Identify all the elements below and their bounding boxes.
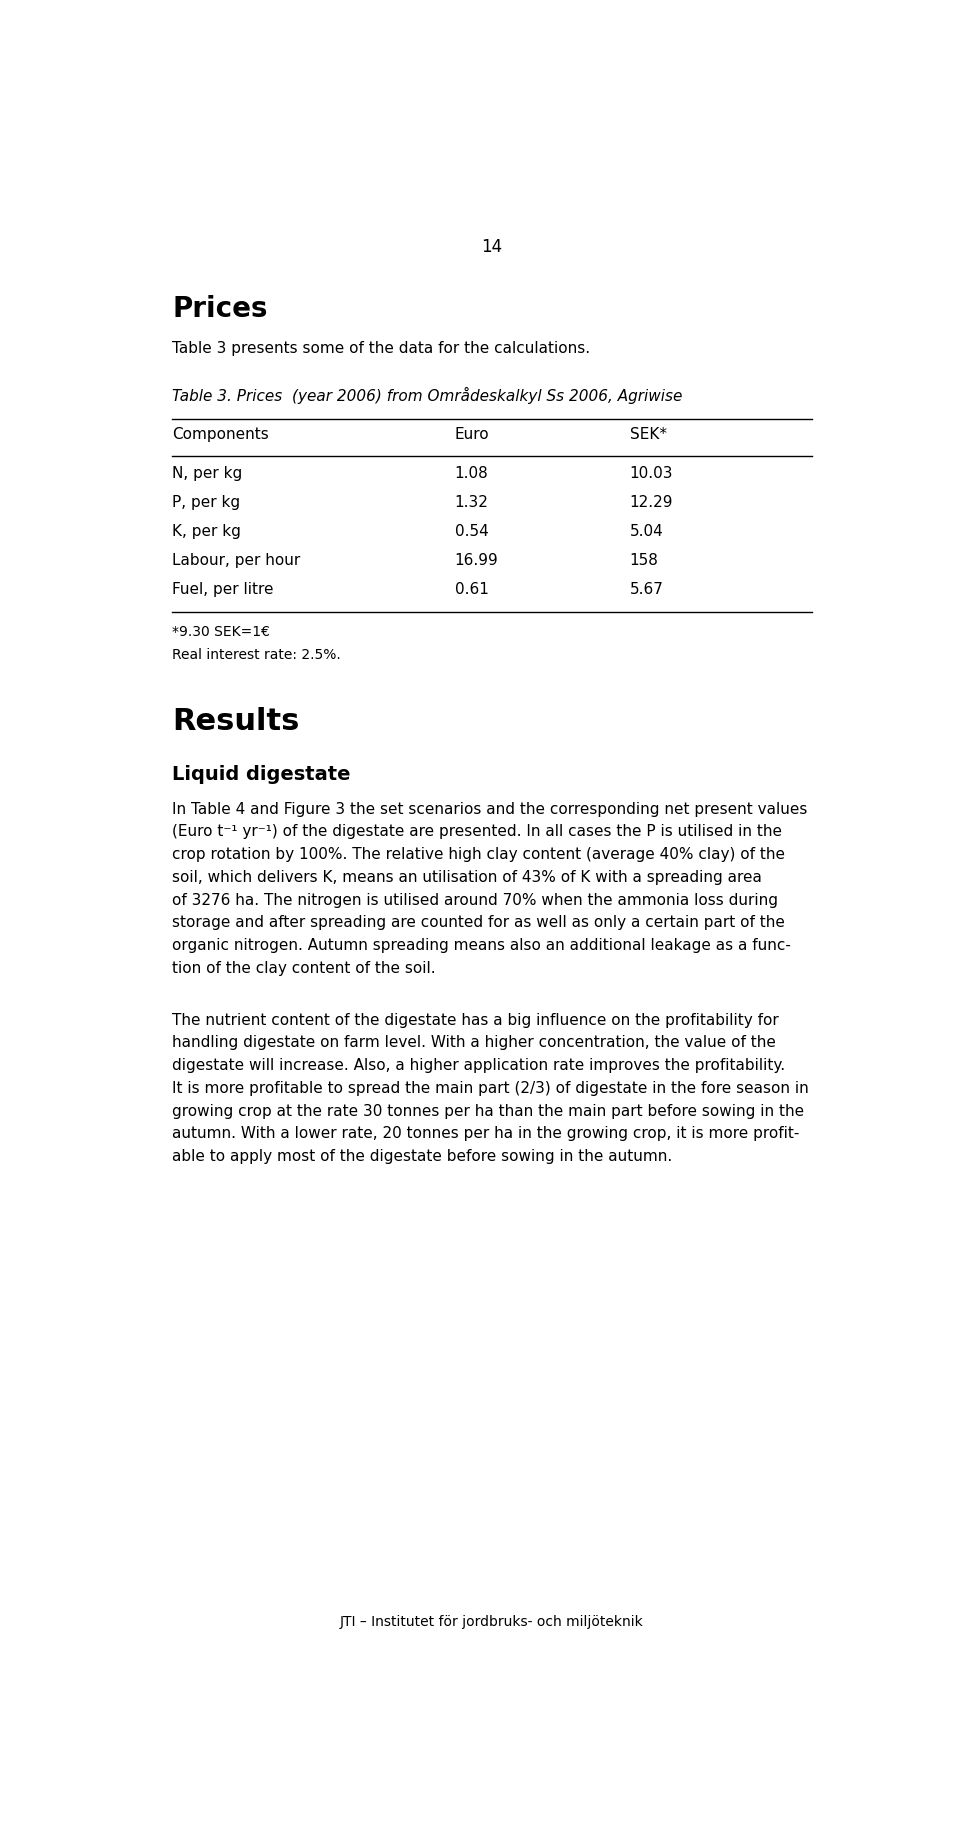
- Text: Euro: Euro: [455, 426, 490, 441]
- Text: 1.32: 1.32: [455, 495, 489, 509]
- Text: 5.04: 5.04: [630, 524, 663, 539]
- Text: 1.08: 1.08: [455, 467, 489, 482]
- Text: The nutrient content of the digestate has a big influence on the profitability f: The nutrient content of the digestate ha…: [172, 1013, 779, 1028]
- Text: of 3276 ha. The nitrogen is utilised around 70% when the ammonia loss during: of 3276 ha. The nitrogen is utilised aro…: [172, 893, 778, 908]
- Text: Prices: Prices: [172, 295, 268, 323]
- Text: Results: Results: [172, 707, 300, 737]
- Text: 12.29: 12.29: [630, 495, 673, 509]
- Text: autumn. With a lower rate, 20 tonnes per ha in the growing crop, it is more prof: autumn. With a lower rate, 20 tonnes per…: [172, 1126, 800, 1141]
- Text: storage and after spreading are counted for as well as only a certain part of th: storage and after spreading are counted …: [172, 916, 785, 930]
- Text: JTI – Institutet för jordbruks- och miljöteknik: JTI – Institutet för jordbruks- och milj…: [340, 1615, 644, 1630]
- Text: 16.99: 16.99: [455, 554, 498, 569]
- Text: soil, which delivers K, means an utilisation of 43% of K with a spreading area: soil, which delivers K, means an utilisa…: [172, 869, 762, 884]
- Text: 0.61: 0.61: [455, 581, 489, 596]
- Text: growing crop at the rate 30 tonnes per ha than the main part before sowing in th: growing crop at the rate 30 tonnes per h…: [172, 1104, 804, 1119]
- Text: Real interest rate: 2.5%.: Real interest rate: 2.5%.: [172, 648, 341, 661]
- Text: 10.03: 10.03: [630, 467, 673, 482]
- Text: In Table 4 and Figure 3 the set scenarios and the corresponding net present valu: In Table 4 and Figure 3 the set scenario…: [172, 801, 807, 816]
- Text: Labour, per hour: Labour, per hour: [172, 554, 300, 569]
- Text: 0.54: 0.54: [455, 524, 489, 539]
- Text: SEK*: SEK*: [630, 426, 666, 441]
- Text: *9.30 SEK=1€: *9.30 SEK=1€: [172, 624, 270, 639]
- Text: crop rotation by 100%. The relative high clay content (average 40% clay) of the: crop rotation by 100%. The relative high…: [172, 847, 785, 862]
- Text: 14: 14: [481, 238, 503, 257]
- Text: able to apply most of the digestate before sowing in the autumn.: able to apply most of the digestate befo…: [172, 1148, 672, 1165]
- Text: 158: 158: [630, 554, 659, 569]
- Text: Liquid digestate: Liquid digestate: [172, 764, 350, 785]
- Text: Components: Components: [172, 426, 269, 441]
- Text: (Euro t⁻¹ yr⁻¹) of the digestate are presented. In all cases the P is utilised i: (Euro t⁻¹ yr⁻¹) of the digestate are pre…: [172, 825, 782, 840]
- Text: handling digestate on farm level. With a higher concentration, the value of the: handling digestate on farm level. With a…: [172, 1036, 776, 1050]
- Text: 5.67: 5.67: [630, 581, 663, 596]
- Text: digestate will increase. Also, a higher application rate improves the profitabil: digestate will increase. Also, a higher …: [172, 1058, 785, 1073]
- Text: tion of the clay content of the soil.: tion of the clay content of the soil.: [172, 960, 436, 977]
- Text: K, per kg: K, per kg: [172, 524, 241, 539]
- Text: Fuel, per litre: Fuel, per litre: [172, 581, 274, 596]
- Text: organic nitrogen. Autumn spreading means also an additional leakage as a func-: organic nitrogen. Autumn spreading means…: [172, 938, 791, 953]
- Text: It is more profitable to spread the main part (2/3) of digestate in the fore sea: It is more profitable to spread the main…: [172, 1082, 809, 1097]
- Text: N, per kg: N, per kg: [172, 467, 242, 482]
- Text: Table 3 presents some of the data for the calculations.: Table 3 presents some of the data for th…: [172, 342, 590, 356]
- Text: P, per kg: P, per kg: [172, 495, 240, 509]
- Text: Table 3. Prices  (year 2006) from Områdeskalkyl Ss 2006, Agriwise: Table 3. Prices (year 2006) from Områdes…: [172, 388, 683, 404]
